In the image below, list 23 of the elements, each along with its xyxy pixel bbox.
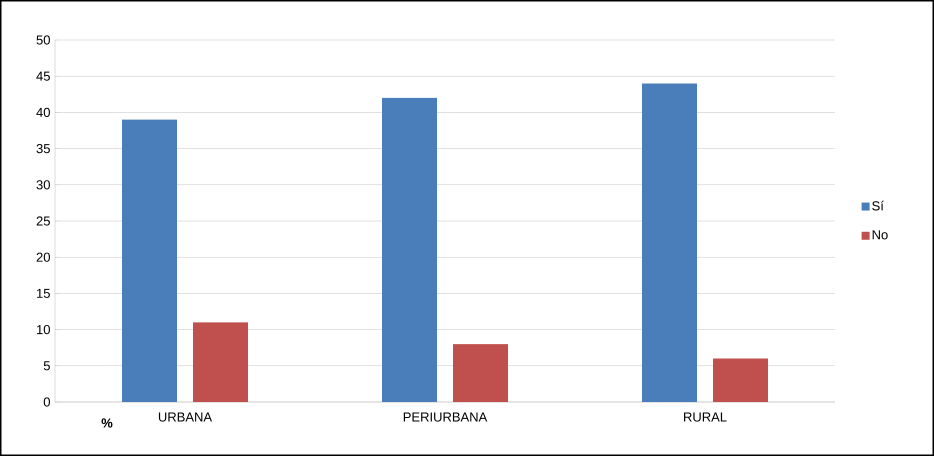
x-tick-label: RURAL [684,412,727,422]
y-tick-label: 20 [36,252,50,262]
bar [122,120,178,402]
bar [193,322,248,402]
bar [642,83,698,402]
y-tick-label: 25 [36,216,50,226]
bar [453,344,508,402]
y-tick-label: 5 [44,361,50,370]
x-tick-label: URBANA [158,412,212,422]
y-tick-label: 15 [37,288,50,298]
y-tick-label: 35 [36,144,50,154]
bar [713,358,768,402]
legend-label: Sí [872,200,884,210]
y-tick-label: 30 [36,180,50,190]
y-tick-label: 10 [37,324,50,334]
y-tick-label: 45 [36,72,50,81]
y-tick-label: 50 [36,35,50,45]
legend-label: No [872,230,888,240]
x-tick-label: PERIURBANA [404,412,488,422]
y-tick-label: 0 [44,397,50,407]
text: % [102,418,112,428]
y-tick-label: 40 [36,108,50,117]
bar [382,98,438,402]
